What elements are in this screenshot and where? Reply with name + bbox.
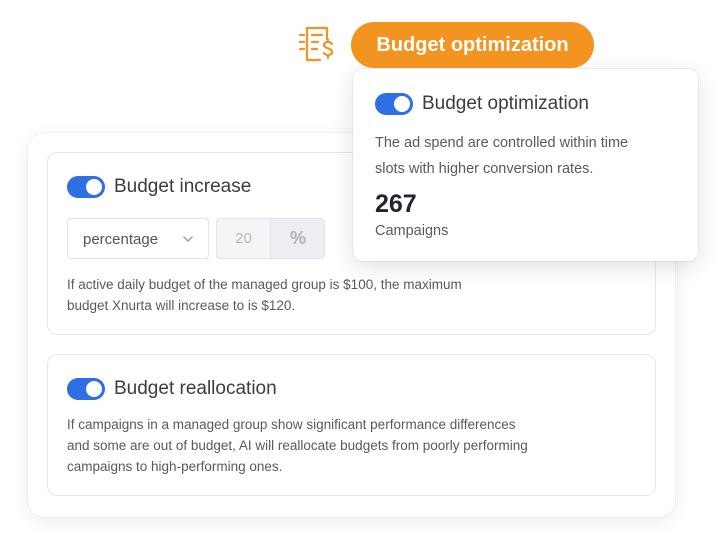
increase-mode-value: percentage bbox=[83, 231, 159, 248]
popup-description: The ad spend are controlled within time … bbox=[375, 130, 628, 182]
budget-reallocation-panel bbox=[47, 354, 656, 496]
budget-increase-description: If active daily budget of the managed gr… bbox=[67, 274, 462, 316]
budget-reallocation-description: If campaigns in a managed group show sig… bbox=[67, 414, 528, 477]
budget-document-dollar-icon bbox=[298, 26, 334, 62]
budget-reallocation-title: Budget reallocation bbox=[114, 378, 277, 399]
description-line: slots with higher conversion rates. bbox=[375, 161, 594, 177]
description-line: If active daily budget of the managed gr… bbox=[67, 277, 462, 292]
budget-optimization-toggle[interactable] bbox=[375, 93, 413, 115]
budget-increase-title: Budget increase bbox=[114, 176, 252, 197]
campaign-count-label: Campaigns bbox=[375, 223, 449, 239]
toggle-knob bbox=[394, 96, 410, 112]
budget-reallocation-toggle[interactable] bbox=[67, 378, 105, 400]
description-line: and some are out of budget, AI will real… bbox=[67, 438, 528, 453]
field-divider bbox=[270, 219, 271, 258]
percent-unit: % bbox=[271, 219, 324, 258]
description-line: campaigns to high-performing ones. bbox=[67, 459, 283, 474]
chevron-down-icon bbox=[183, 236, 193, 242]
popup-title: Budget optimization bbox=[422, 93, 589, 114]
campaign-count: 267 bbox=[375, 190, 417, 218]
budget-optimization-badge: Budget optimization bbox=[351, 22, 594, 68]
increase-amount-value: 20 bbox=[235, 230, 252, 247]
toggle-knob bbox=[86, 179, 102, 195]
toggle-knob bbox=[86, 381, 102, 397]
description-line: If campaigns in a managed group show sig… bbox=[67, 417, 516, 432]
budget-increase-toggle[interactable] bbox=[67, 176, 105, 198]
description-line: budget Xnurta will increase to is $120. bbox=[67, 298, 296, 313]
description-line: The ad spend are controlled within time bbox=[375, 135, 629, 151]
increase-amount-field[interactable]: 20 % bbox=[216, 218, 325, 259]
increase-mode-select[interactable]: percentage bbox=[67, 218, 209, 259]
